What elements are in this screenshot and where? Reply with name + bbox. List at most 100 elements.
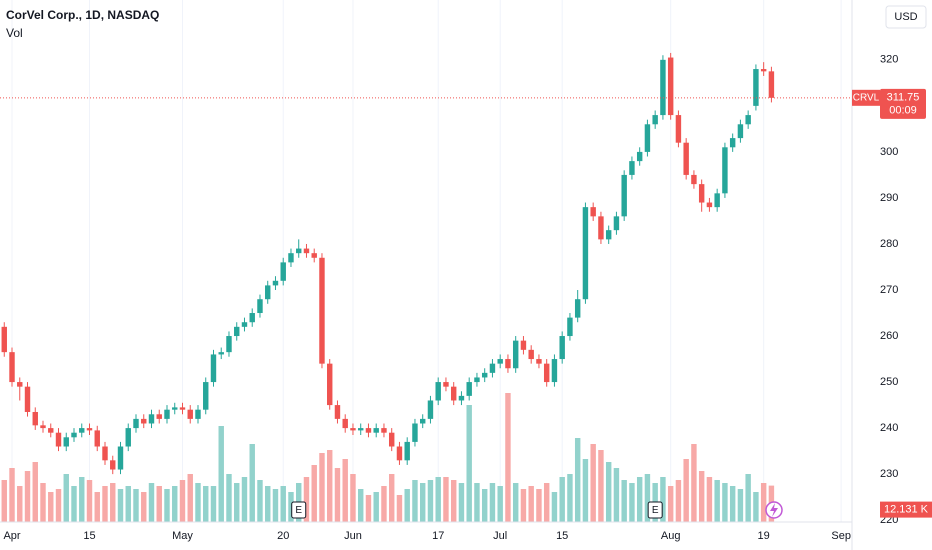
candle-body [528, 349, 534, 360]
x-tick-label: May [172, 530, 193, 542]
volume-bar [48, 492, 54, 522]
x-tick-label: Sep [831, 530, 851, 542]
candle-body [141, 418, 147, 424]
volume-bar [489, 483, 496, 522]
volume-bar [79, 477, 85, 522]
volume-bar [435, 477, 441, 522]
candle-body [636, 151, 643, 162]
candle-body [319, 257, 325, 364]
volume-bar [691, 444, 697, 522]
candle-body [102, 446, 108, 461]
volume-bar [683, 459, 689, 522]
currency-label[interactable]: USD [894, 11, 917, 23]
event-marker [647, 501, 663, 519]
candle-body [257, 299, 263, 314]
volume-bar [567, 474, 573, 522]
candle-body [55, 432, 62, 447]
volume-bar [660, 477, 666, 522]
last-price-badge [880, 88, 926, 119]
candle-body [760, 69, 767, 72]
volume-bar [358, 489, 364, 522]
volume-bar [582, 459, 589, 522]
volume-bar [117, 489, 124, 522]
candle-body [536, 359, 542, 364]
volume-bar [551, 492, 558, 522]
volume-bar [381, 486, 387, 522]
candle-body [334, 405, 341, 419]
volume-bar [466, 405, 472, 522]
candle-body [296, 248, 302, 254]
candle-body [179, 407, 186, 410]
volume-bar [412, 480, 418, 522]
candle-body [94, 430, 100, 447]
volume-bar [644, 474, 651, 522]
candles [1, 52, 775, 475]
volume-bar [388, 474, 395, 522]
candle-body [753, 69, 759, 106]
volume-bar [729, 486, 736, 522]
volume-bar [528, 486, 534, 522]
event-marker [291, 501, 307, 519]
event-label: E [652, 505, 659, 516]
candle-body [520, 340, 527, 350]
volume-bar [125, 486, 131, 522]
volume-bar [675, 480, 682, 522]
volume-bar [172, 486, 178, 522]
candle-body [629, 161, 635, 175]
volume-bar [497, 486, 503, 522]
candle-body [729, 138, 736, 148]
volume-bar [226, 474, 232, 522]
candle-body [86, 428, 93, 431]
candle-body [613, 216, 620, 231]
candle-body [450, 386, 457, 401]
axes: 220230240250260270280290300310320Apr15Ma… [3, 54, 932, 542]
y-tick-label: 260 [880, 330, 898, 342]
candle-body [350, 428, 356, 431]
candle-body [489, 363, 496, 373]
candle-body [9, 352, 15, 383]
candle-body [466, 382, 472, 396]
volume-bar [450, 480, 457, 522]
volume-bar [303, 477, 310, 522]
alert-bolt[interactable] [770, 503, 778, 517]
alert-icon[interactable] [765, 501, 783, 519]
volume-bar [396, 495, 403, 522]
candle-body [288, 253, 294, 263]
candle-body [110, 460, 116, 470]
candle-body [419, 418, 426, 424]
volume-bar [760, 483, 767, 522]
volume-bar [110, 483, 116, 522]
candle-body [48, 428, 54, 433]
candle-body [210, 354, 217, 383]
candle-body [598, 216, 604, 240]
currency-button[interactable] [885, 5, 927, 29]
volume-bar [613, 468, 620, 522]
volume-bar [706, 477, 713, 522]
candle-body [311, 253, 317, 258]
volume-bar [753, 492, 759, 522]
candle-body [474, 377, 480, 383]
volume-bar [55, 489, 62, 522]
volume-bar [272, 489, 279, 522]
volume-bar [288, 492, 294, 522]
candle-body [505, 359, 511, 369]
candle-body [303, 248, 310, 254]
volume-bar [40, 483, 46, 522]
candle-body [714, 193, 720, 208]
last-volume-label: 12.131 K [884, 504, 929, 516]
candle-body [396, 446, 403, 461]
candle-body [40, 425, 46, 429]
volume-bar [195, 483, 201, 522]
volume-pane [1, 393, 775, 522]
event-label: E [295, 505, 302, 516]
volume-bar [9, 468, 15, 522]
volume-bar [94, 492, 100, 522]
volume-bar [17, 486, 23, 522]
symbol-label: CRVL [853, 92, 880, 103]
candle-body [342, 418, 348, 429]
volume-bar [745, 474, 751, 522]
volume-bar [722, 483, 728, 522]
candle-body [512, 340, 519, 369]
